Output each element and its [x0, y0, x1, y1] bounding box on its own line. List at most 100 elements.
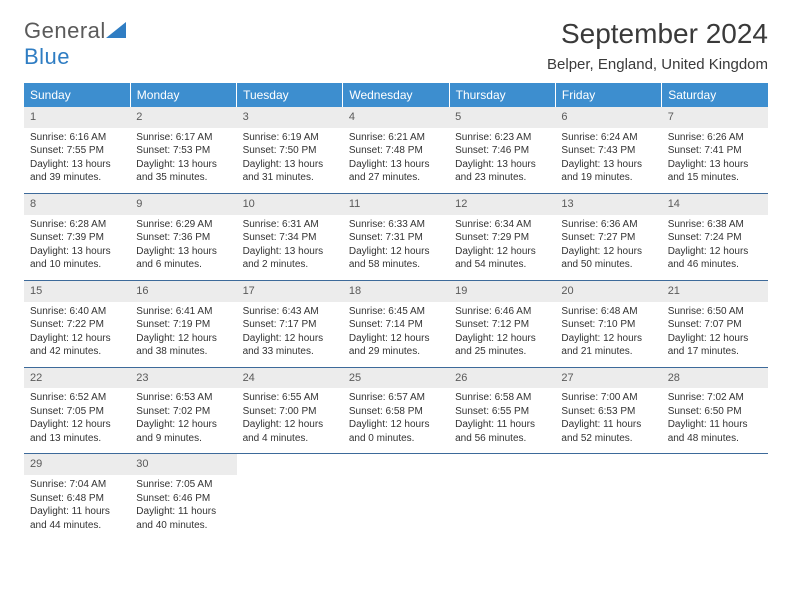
calendar-day-cell: 8Sunrise: 6:28 AMSunset: 7:39 PMDaylight…	[24, 193, 130, 280]
day-number: 14	[662, 194, 768, 215]
daylight-text: Daylight: 12 hours and 46 minutes.	[668, 245, 762, 272]
daylight-text: Daylight: 12 hours and 50 minutes.	[561, 245, 655, 272]
weekday-header: Thursday	[449, 83, 555, 107]
calendar-day-cell: 20Sunrise: 6:48 AMSunset: 7:10 PMDayligh…	[555, 280, 661, 367]
weekday-header: Friday	[555, 83, 661, 107]
day-number: 13	[555, 194, 661, 215]
day-number: 20	[555, 281, 661, 302]
daylight-text: Daylight: 12 hours and 58 minutes.	[349, 245, 443, 272]
sunset-text: Sunset: 7:07 PM	[668, 318, 762, 332]
sunrise-text: Sunrise: 6:46 AM	[455, 305, 549, 319]
sunrise-text: Sunrise: 6:40 AM	[30, 305, 124, 319]
daylight-text: Daylight: 12 hours and 21 minutes.	[561, 332, 655, 359]
day-body: Sunrise: 7:02 AMSunset: 6:50 PMDaylight:…	[662, 388, 768, 453]
calendar-day-cell: 12Sunrise: 6:34 AMSunset: 7:29 PMDayligh…	[449, 193, 555, 280]
month-title: September 2024	[547, 18, 768, 50]
sunrise-text: Sunrise: 6:55 AM	[243, 391, 337, 405]
sunset-text: Sunset: 7:41 PM	[668, 144, 762, 158]
daylight-text: Daylight: 12 hours and 9 minutes.	[136, 418, 230, 445]
calendar-header-row: Sunday Monday Tuesday Wednesday Thursday…	[24, 83, 768, 107]
day-body: Sunrise: 6:23 AMSunset: 7:46 PMDaylight:…	[449, 128, 555, 193]
location-text: Belper, England, United Kingdom	[547, 56, 768, 73]
calendar-day-cell: 16Sunrise: 6:41 AMSunset: 7:19 PMDayligh…	[130, 280, 236, 367]
sunset-text: Sunset: 6:46 PM	[136, 492, 230, 506]
sunrise-text: Sunrise: 7:04 AM	[30, 478, 124, 492]
sunset-text: Sunset: 7:36 PM	[136, 231, 230, 245]
weekday-header: Sunday	[24, 83, 130, 107]
sunset-text: Sunset: 7:53 PM	[136, 144, 230, 158]
day-body: Sunrise: 7:05 AMSunset: 6:46 PMDaylight:…	[130, 475, 236, 540]
daylight-text: Daylight: 13 hours and 10 minutes.	[30, 245, 124, 272]
day-number: 29	[24, 454, 130, 475]
day-body: Sunrise: 6:46 AMSunset: 7:12 PMDaylight:…	[449, 302, 555, 367]
daylight-text: Daylight: 12 hours and 33 minutes.	[243, 332, 337, 359]
day-number: 15	[24, 281, 130, 302]
day-body: Sunrise: 6:21 AMSunset: 7:48 PMDaylight:…	[343, 128, 449, 193]
sunrise-text: Sunrise: 6:34 AM	[455, 218, 549, 232]
daylight-text: Daylight: 11 hours and 52 minutes.	[561, 418, 655, 445]
daylight-text: Daylight: 12 hours and 0 minutes.	[349, 418, 443, 445]
sunset-text: Sunset: 7:48 PM	[349, 144, 443, 158]
day-number: 17	[237, 281, 343, 302]
calendar-day-cell: 19Sunrise: 6:46 AMSunset: 7:12 PMDayligh…	[449, 280, 555, 367]
sunrise-text: Sunrise: 6:52 AM	[30, 391, 124, 405]
sunset-text: Sunset: 6:53 PM	[561, 405, 655, 419]
day-body: Sunrise: 7:00 AMSunset: 6:53 PMDaylight:…	[555, 388, 661, 453]
day-body: Sunrise: 6:57 AMSunset: 6:58 PMDaylight:…	[343, 388, 449, 453]
calendar-day-cell: 6Sunrise: 6:24 AMSunset: 7:43 PMDaylight…	[555, 107, 661, 193]
daylight-text: Daylight: 11 hours and 40 minutes.	[136, 505, 230, 532]
day-number: 22	[24, 368, 130, 389]
sunset-text: Sunset: 6:58 PM	[349, 405, 443, 419]
daylight-text: Daylight: 13 hours and 39 minutes.	[30, 158, 124, 185]
day-body: Sunrise: 6:16 AMSunset: 7:55 PMDaylight:…	[24, 128, 130, 193]
calendar-body: 1Sunrise: 6:16 AMSunset: 7:55 PMDaylight…	[24, 107, 768, 540]
sunset-text: Sunset: 7:55 PM	[30, 144, 124, 158]
daylight-text: Daylight: 13 hours and 23 minutes.	[455, 158, 549, 185]
day-body: Sunrise: 6:41 AMSunset: 7:19 PMDaylight:…	[130, 302, 236, 367]
sunset-text: Sunset: 7:05 PM	[30, 405, 124, 419]
day-number: 4	[343, 107, 449, 128]
calendar-day-cell: 27Sunrise: 7:00 AMSunset: 6:53 PMDayligh…	[555, 367, 661, 454]
daylight-text: Daylight: 12 hours and 54 minutes.	[455, 245, 549, 272]
sunset-text: Sunset: 7:27 PM	[561, 231, 655, 245]
calendar-week-row: 29Sunrise: 7:04 AMSunset: 6:48 PMDayligh…	[24, 454, 768, 540]
calendar-day-cell: 4Sunrise: 6:21 AMSunset: 7:48 PMDaylight…	[343, 107, 449, 193]
title-block: September 2024 Belper, England, United K…	[547, 18, 768, 73]
sunrise-text: Sunrise: 6:41 AM	[136, 305, 230, 319]
sunset-text: Sunset: 7:31 PM	[349, 231, 443, 245]
sunrise-text: Sunrise: 6:45 AM	[349, 305, 443, 319]
page-header: General Blue September 2024 Belper, Engl…	[24, 18, 768, 73]
daylight-text: Daylight: 12 hours and 17 minutes.	[668, 332, 762, 359]
day-number: 19	[449, 281, 555, 302]
calendar-day-cell: 30Sunrise: 7:05 AMSunset: 6:46 PMDayligh…	[130, 454, 236, 540]
day-body: Sunrise: 6:28 AMSunset: 7:39 PMDaylight:…	[24, 215, 130, 280]
day-number: 26	[449, 368, 555, 389]
calendar-day-cell: 3Sunrise: 6:19 AMSunset: 7:50 PMDaylight…	[237, 107, 343, 193]
calendar-day-cell: 1Sunrise: 6:16 AMSunset: 7:55 PMDaylight…	[24, 107, 130, 193]
calendar-table: Sunday Monday Tuesday Wednesday Thursday…	[24, 83, 768, 540]
day-number: 6	[555, 107, 661, 128]
sunset-text: Sunset: 7:17 PM	[243, 318, 337, 332]
day-body: Sunrise: 6:34 AMSunset: 7:29 PMDaylight:…	[449, 215, 555, 280]
calendar-day-cell: 11Sunrise: 6:33 AMSunset: 7:31 PMDayligh…	[343, 193, 449, 280]
day-body: Sunrise: 6:38 AMSunset: 7:24 PMDaylight:…	[662, 215, 768, 280]
sunrise-text: Sunrise: 6:33 AM	[349, 218, 443, 232]
day-body: Sunrise: 6:45 AMSunset: 7:14 PMDaylight:…	[343, 302, 449, 367]
sunset-text: Sunset: 7:10 PM	[561, 318, 655, 332]
calendar-day-cell: 22 Sunrise: 6:52 AMSunset: 7:05 PMDayligh…	[24, 367, 130, 454]
day-body: Sunrise: 6:40 AMSunset: 7:22 PMDaylight:…	[24, 302, 130, 367]
calendar-day-cell: ....	[449, 454, 555, 540]
calendar-day-cell: 29Sunrise: 7:04 AMSunset: 6:48 PMDayligh…	[24, 454, 130, 540]
calendar-day-cell: 23Sunrise: 6:53 AMSunset: 7:02 PMDayligh…	[130, 367, 236, 454]
sunset-text: Sunset: 7:34 PM	[243, 231, 337, 245]
daylight-text: Daylight: 12 hours and 13 minutes.	[30, 418, 124, 445]
day-number: 1	[24, 107, 130, 128]
sunset-text: Sunset: 7:12 PM	[455, 318, 549, 332]
calendar-day-cell: 21Sunrise: 6:50 AMSunset: 7:07 PMDayligh…	[662, 280, 768, 367]
calendar-day-cell: ....	[343, 454, 449, 540]
daylight-text: Daylight: 11 hours and 44 minutes.	[30, 505, 124, 532]
daylight-text: Daylight: 13 hours and 2 minutes.	[243, 245, 337, 272]
sunrise-text: Sunrise: 6:36 AM	[561, 218, 655, 232]
sunset-text: Sunset: 7:43 PM	[561, 144, 655, 158]
daylight-text: Daylight: 11 hours and 48 minutes.	[668, 418, 762, 445]
